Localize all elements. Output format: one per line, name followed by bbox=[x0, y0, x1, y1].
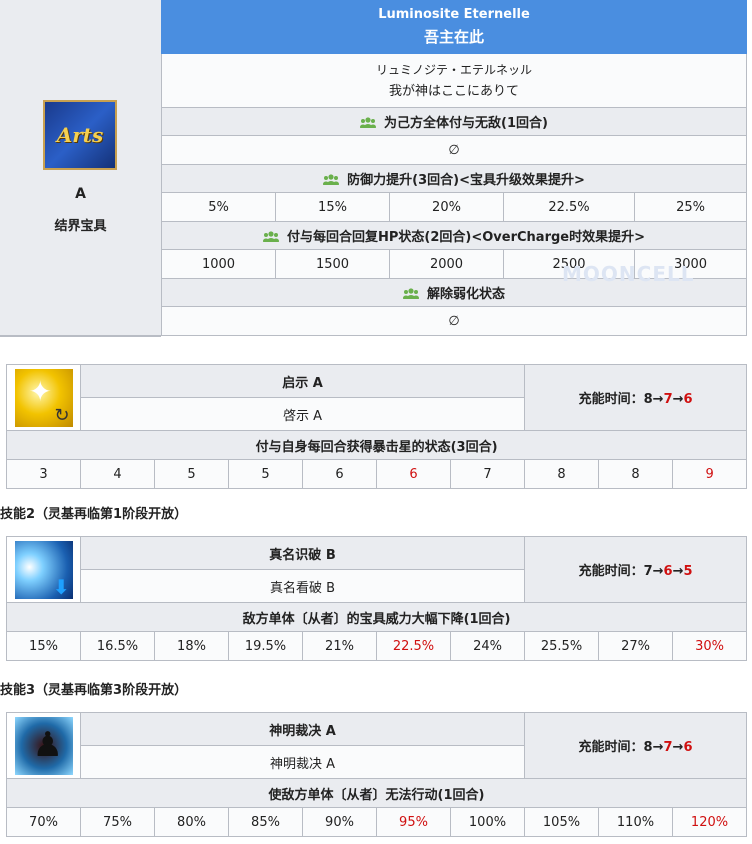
skill-cooldown: 充能时间：7→6→5 bbox=[524, 536, 748, 603]
skill-level-value: 100% bbox=[450, 807, 525, 837]
np-effect-label: 付与每回合回复HP状态(2回合)<OverCharge时效果提升> bbox=[160, 221, 748, 250]
skill-cooldown: 充能时间：8→7→6 bbox=[523, 712, 748, 779]
skill-header: 技能2（灵基再临第1阶段开放） bbox=[0, 507, 188, 522]
np-effect-value: 1500 bbox=[275, 249, 390, 279]
skill-level-value: 27% bbox=[598, 631, 674, 661]
skill-level-value: 30% bbox=[672, 631, 748, 661]
party-icon bbox=[360, 117, 377, 128]
skill-level-value: 21% bbox=[302, 631, 377, 661]
np-table: Luminosite Eternelle 吾主在此 リュミノジテ・エテルネッル 我が… bbox=[160, 0, 748, 336]
skill-level-value: 90% bbox=[302, 807, 377, 837]
stun-skill-icon: ♟ bbox=[6, 712, 81, 779]
skill-level-value: 120% bbox=[671, 807, 748, 837]
np-effect-value: ∅ bbox=[160, 135, 748, 165]
skill-level-value: 8 bbox=[524, 459, 600, 489]
skill-level-value: 6 bbox=[302, 459, 377, 489]
skill-level-value: 105% bbox=[524, 807, 599, 837]
skill-level-value: 24% bbox=[449, 631, 526, 661]
skill-level-value: 5 bbox=[154, 459, 229, 489]
skill-level-value: 110% bbox=[598, 807, 673, 837]
skill-level-value: 19.5% bbox=[228, 631, 303, 661]
np-effect-value: ∅ bbox=[160, 306, 748, 336]
skill-cooldown: 充能时间：8→7→6 bbox=[524, 364, 748, 431]
skill-level-value: 95% bbox=[376, 807, 451, 837]
skill-effect: 敌方单体〔从者〕的宝具威力大幅下降(1回合) bbox=[5, 602, 748, 632]
skill-level-value: 3 bbox=[6, 459, 81, 489]
skill-jp-name: 啓示 A bbox=[79, 397, 526, 431]
skill-level-value: 80% bbox=[154, 807, 229, 837]
skill-level-value: 75% bbox=[80, 807, 155, 837]
np-jp-title: リュミノジテ・エテルネッル 我が神はここにありて bbox=[160, 53, 748, 108]
skill-level-value: 4 bbox=[80, 459, 155, 489]
party-icon bbox=[403, 288, 419, 299]
skill-level-value: 25.5% bbox=[524, 631, 600, 661]
skill-level-value: 85% bbox=[228, 807, 303, 837]
skill-level-value: 7 bbox=[449, 459, 526, 489]
skill-level-value: 70% bbox=[6, 807, 81, 837]
watermark: MOONCELL bbox=[562, 262, 695, 286]
star-gain-skill-icon: ✦ ↻ bbox=[6, 364, 81, 431]
skill-name: 神明裁决 A bbox=[80, 712, 525, 746]
skill-jp-name: 真名看破 B bbox=[79, 569, 526, 603]
skill-level-value: 6 bbox=[376, 459, 451, 489]
np-down-skill-icon: ⬇ bbox=[6, 536, 81, 603]
skill-jp-name: 神明裁决 A bbox=[80, 745, 525, 779]
np-effect-label: 为己方全体付与无敌(1回合) bbox=[160, 107, 748, 136]
skill-level-value: 16.5% bbox=[80, 631, 155, 661]
skill-level-value: 9 bbox=[672, 459, 748, 489]
skill-name: 真名识破 B bbox=[79, 536, 526, 570]
skill-level-value: 22.5% bbox=[376, 631, 451, 661]
skill-name: 启示 A bbox=[79, 364, 526, 398]
skill-level-value: 18% bbox=[154, 631, 229, 661]
np-effect-value: 2000 bbox=[389, 249, 504, 279]
skill-table: ♟ 神明裁决 A 充能时间：8→7→6 神明裁决 A 使敌方单体〔从者〕无法行动… bbox=[5, 712, 748, 837]
skill-table: ✦ ↻ 启示 A 充能时间：8→7→6 啓示 A 付与自身每回合获得暴击星的状态(… bbox=[5, 364, 748, 489]
np-type: 结界宝具 bbox=[54, 219, 107, 234]
np-effect-value: 25% bbox=[633, 192, 748, 222]
skill-level-value: 15% bbox=[6, 631, 81, 661]
skill-level-value: 8 bbox=[598, 459, 674, 489]
np-effect-label: 解除弱化状态 bbox=[160, 278, 748, 307]
np-effect-value: 1000 bbox=[161, 249, 276, 279]
skill-effect: 付与自身每回合获得暴击星的状态(3回合) bbox=[5, 430, 748, 460]
party-icon bbox=[263, 231, 280, 242]
arts-card-icon: Arts bbox=[43, 100, 117, 170]
skill-effect: 使敌方单体〔从者〕无法行动(1回合) bbox=[5, 778, 748, 808]
np-effect-value: 20% bbox=[389, 192, 504, 222]
np-effect-value: 22.5% bbox=[503, 192, 635, 222]
np-info-panel: Arts A 结界宝具 bbox=[0, 0, 161, 337]
np-title: Luminosite Eternelle 吾主在此 bbox=[160, 0, 748, 54]
np-effect-value: 15% bbox=[275, 192, 390, 222]
np-effect-label: 防御力提升(3回合)<宝具升级效果提升> bbox=[160, 164, 748, 193]
np-rank: A bbox=[75, 186, 86, 202]
skill-level-value: 5 bbox=[228, 459, 303, 489]
skill-table: ⬇ 真名识破 B 充能时间：7→6→5 真名看破 B 敌方单体〔从者〕的宝具威力… bbox=[5, 536, 748, 661]
skill-header: 技能3（灵基再临第3阶段开放） bbox=[0, 683, 188, 698]
np-effect-value: 5% bbox=[161, 192, 276, 222]
party-icon bbox=[323, 174, 340, 185]
